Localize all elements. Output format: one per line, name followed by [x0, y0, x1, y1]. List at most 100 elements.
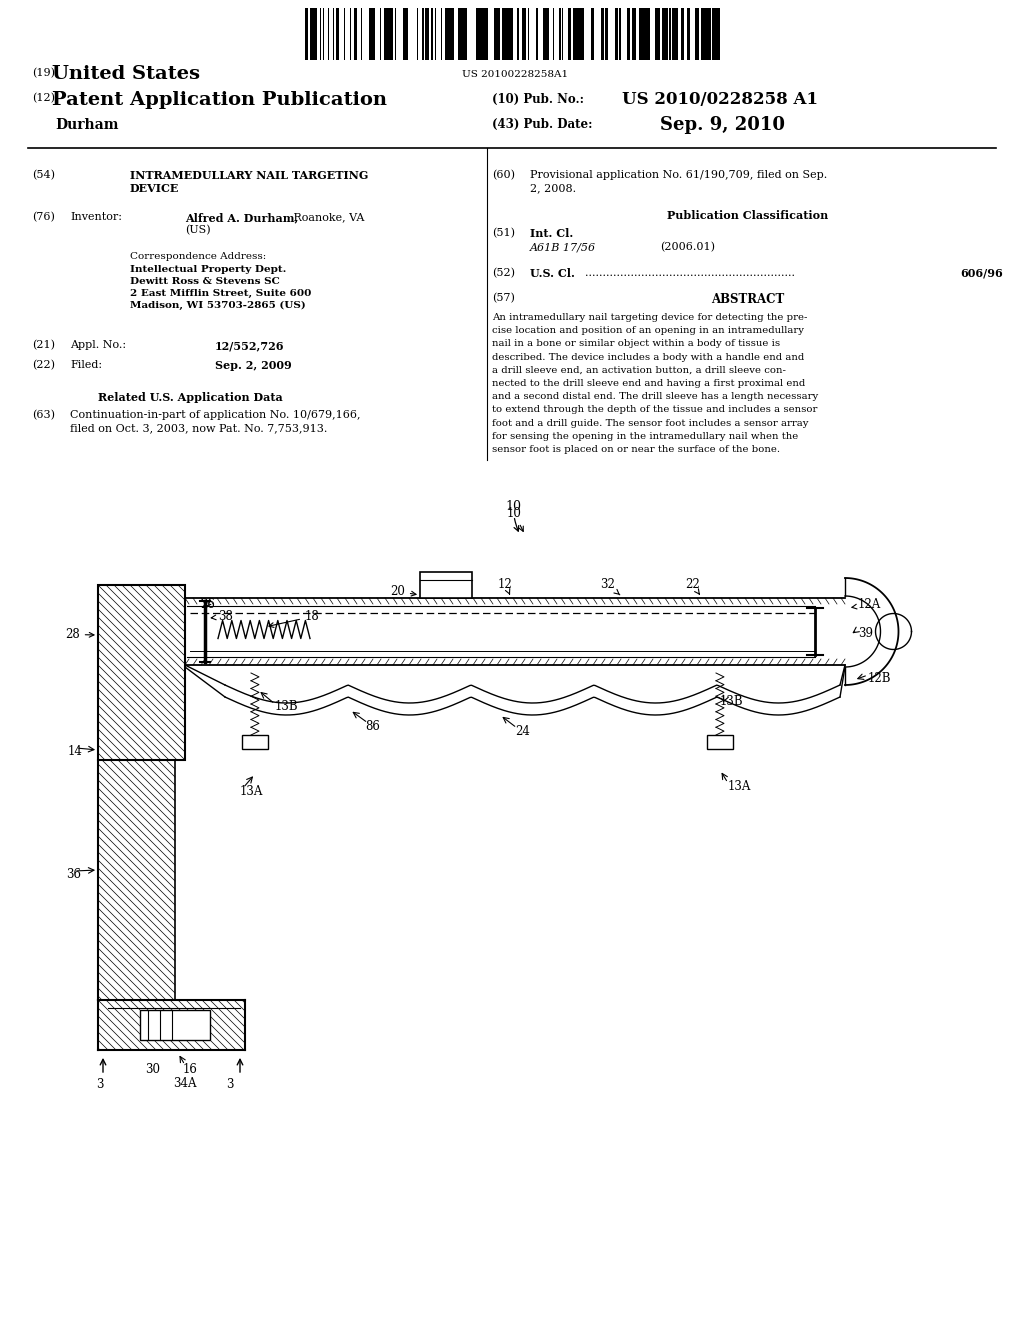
- Text: 13B: 13B: [720, 696, 743, 708]
- Text: 12B: 12B: [868, 672, 892, 685]
- Text: 30: 30: [145, 1063, 160, 1076]
- Bar: [627, 8, 630, 59]
- Bar: [354, 8, 357, 59]
- Bar: [648, 8, 650, 59]
- Bar: [480, 8, 482, 59]
- Text: Durham: Durham: [55, 117, 119, 132]
- Bar: [390, 8, 392, 59]
- Bar: [573, 8, 577, 59]
- Text: 2 East Mifflin Street, Suite 600: 2 East Mifflin Street, Suite 600: [130, 289, 311, 298]
- Text: Madison, WI 53703-2865 (US): Madison, WI 53703-2865 (US): [130, 301, 306, 310]
- Text: Publication Classification: Publication Classification: [668, 210, 828, 220]
- Bar: [458, 8, 460, 59]
- Bar: [701, 8, 703, 59]
- Text: Continuation-in-part of application No. 10/679,166,: Continuation-in-part of application No. …: [70, 411, 360, 420]
- Bar: [373, 8, 375, 59]
- Text: 12A: 12A: [852, 598, 882, 611]
- Text: 17: 17: [195, 1022, 210, 1035]
- Bar: [314, 8, 317, 59]
- Bar: [336, 8, 339, 59]
- Text: Inventor:: Inventor:: [70, 213, 122, 222]
- Text: 36: 36: [66, 869, 81, 880]
- Text: 86: 86: [365, 719, 380, 733]
- Text: (21): (21): [32, 341, 55, 350]
- Bar: [703, 8, 706, 59]
- Text: 13A: 13A: [728, 780, 752, 793]
- Text: (63): (63): [32, 411, 55, 420]
- Bar: [579, 8, 581, 59]
- Text: sensor foot is placed on or near the surface of the bone.: sensor foot is placed on or near the sur…: [492, 445, 780, 454]
- Bar: [601, 8, 604, 59]
- Text: (43) Pub. Date:: (43) Pub. Date:: [492, 117, 593, 131]
- Text: (60): (60): [492, 170, 515, 181]
- Bar: [503, 8, 505, 59]
- Text: Int. Cl.: Int. Cl.: [530, 228, 573, 239]
- Text: DEVICE: DEVICE: [130, 183, 179, 194]
- Text: (12): (12): [32, 92, 55, 103]
- Text: 32: 32: [600, 578, 620, 595]
- Text: 34A: 34A: [173, 1077, 197, 1090]
- Text: described. The device includes a body with a handle end and: described. The device includes a body wi…: [492, 352, 804, 362]
- Bar: [242, 735, 268, 748]
- Text: 12/552,726: 12/552,726: [215, 341, 285, 351]
- Text: Related U.S. Application Data: Related U.S. Application Data: [97, 392, 283, 403]
- Bar: [536, 8, 538, 59]
- Bar: [420, 572, 472, 598]
- Text: 20: 20: [390, 585, 416, 598]
- Text: Correspondence Address:: Correspondence Address:: [130, 252, 266, 261]
- Text: (22): (22): [32, 360, 55, 371]
- Text: to extend through the depth of the tissue and includes a sensor: to extend through the depth of the tissu…: [492, 405, 817, 414]
- Text: 39: 39: [858, 627, 873, 640]
- Bar: [431, 8, 433, 59]
- Bar: [657, 8, 659, 59]
- Text: ............................................................: ........................................…: [585, 268, 795, 279]
- Bar: [508, 8, 510, 59]
- Bar: [655, 8, 657, 59]
- Text: 28: 28: [65, 628, 94, 642]
- Text: Roanoke, VA: Roanoke, VA: [290, 213, 365, 222]
- Bar: [559, 8, 561, 59]
- Bar: [641, 8, 643, 59]
- Text: 10: 10: [505, 500, 521, 531]
- Text: (US): (US): [185, 224, 211, 235]
- Bar: [605, 8, 607, 59]
- Text: 24: 24: [515, 725, 529, 738]
- Text: (10) Pub. No.:: (10) Pub. No.:: [492, 92, 584, 106]
- Text: for sensing the opening in the intramedullary nail when the: for sensing the opening in the intramedu…: [492, 432, 799, 441]
- Text: INTRAMEDULLARY NAIL TARGETING: INTRAMEDULLARY NAIL TARGETING: [130, 170, 369, 181]
- Bar: [510, 8, 512, 59]
- Text: Intellectual Property Dept.: Intellectual Property Dept.: [130, 265, 287, 275]
- Text: 13B: 13B: [275, 700, 299, 713]
- Bar: [387, 8, 390, 59]
- Bar: [476, 8, 480, 59]
- Bar: [707, 735, 733, 748]
- Text: 18: 18: [269, 610, 319, 627]
- Bar: [591, 8, 594, 59]
- Text: 26: 26: [200, 598, 215, 611]
- Text: (19): (19): [32, 69, 55, 78]
- Bar: [463, 8, 466, 59]
- Bar: [494, 8, 497, 59]
- Text: 3: 3: [96, 1078, 103, 1092]
- Bar: [406, 8, 408, 59]
- Text: Patent Application Publication: Patent Application Publication: [52, 91, 387, 110]
- Bar: [577, 8, 579, 59]
- Bar: [523, 8, 526, 59]
- Bar: [669, 8, 671, 59]
- Bar: [497, 8, 499, 59]
- Bar: [446, 8, 449, 59]
- Text: (51): (51): [492, 228, 515, 239]
- Text: (76): (76): [32, 213, 55, 222]
- Bar: [674, 8, 678, 59]
- Bar: [486, 8, 488, 59]
- Text: Appl. No.:: Appl. No.:: [70, 341, 126, 350]
- Text: (2006.01): (2006.01): [660, 242, 715, 252]
- Bar: [422, 8, 424, 59]
- Text: US 2010/0228258 A1: US 2010/0228258 A1: [622, 91, 818, 108]
- Text: 38: 38: [211, 610, 232, 623]
- Bar: [460, 8, 463, 59]
- Bar: [716, 8, 718, 59]
- Bar: [482, 8, 485, 59]
- Text: 10: 10: [507, 507, 523, 532]
- Text: Dewitt Ross & Stevens SC: Dewitt Ross & Stevens SC: [130, 277, 280, 286]
